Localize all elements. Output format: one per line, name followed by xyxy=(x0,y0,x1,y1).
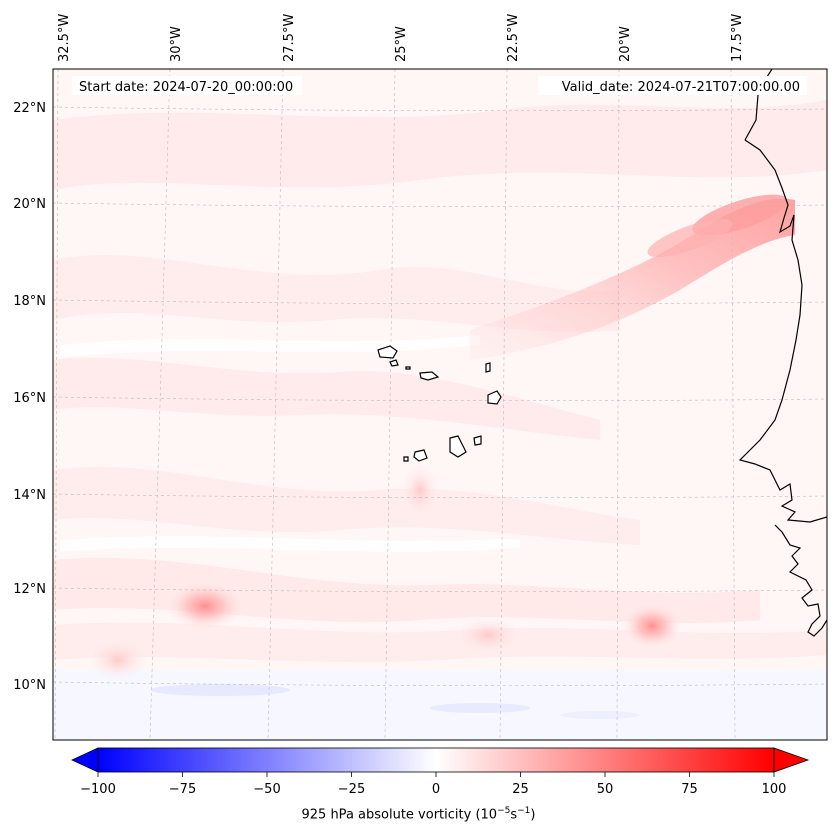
lat-label: 18°N xyxy=(13,294,46,309)
lon-label: 17.5°W xyxy=(730,14,745,62)
colorbar-tick-label: 25 xyxy=(512,782,529,797)
latitude-labels: 22°N 20°N 18°N 16°N 14°N 12°N 10°N xyxy=(13,101,46,693)
colorbar-tick-label: 0 xyxy=(432,782,440,797)
start-date-text: Start date: 2024-07-20_00:00:00 xyxy=(79,80,293,95)
lat-label: 12°N xyxy=(13,582,46,597)
vorticity-field xyxy=(53,69,827,740)
lat-label: 22°N xyxy=(13,101,46,116)
colorbar-tick-label: 50 xyxy=(597,782,614,797)
longitude-labels: 32.5°W 30°W 27.5°W 25°W 22.5°W 20°W 17.5… xyxy=(57,14,745,62)
lon-label: 30°W xyxy=(169,26,184,62)
graticule xyxy=(53,69,827,740)
colorbar-tick-label: −100 xyxy=(80,782,116,797)
lon-label: 25°W xyxy=(394,26,409,62)
lat-label: 16°N xyxy=(13,391,46,406)
colorbar-tick-label: −50 xyxy=(253,782,280,797)
colorbar-label: 925 hPa absolute vorticity (10−5s−1) xyxy=(301,806,536,823)
lat-label: 10°N xyxy=(13,678,46,693)
valid-date-text: Valid_date: 2024-07-21T07:00:00.00 xyxy=(562,80,800,95)
start-date-box: Start date: 2024-07-20_00:00:00 xyxy=(72,76,302,95)
colorbar-tick-label: 100 xyxy=(762,782,787,797)
lon-label: 32.5°W xyxy=(57,14,72,62)
lon-label: 27.5°W xyxy=(282,14,297,62)
valid-date-box: Valid_date: 2024-07-21T07:00:00.00 xyxy=(538,76,807,95)
colorbar: −100 −75 −50 −25 0 25 50 75 100 xyxy=(71,747,810,797)
cape-verde-islands xyxy=(377,345,502,462)
map-frame xyxy=(52,68,828,741)
colorbar-tick-label: 75 xyxy=(681,782,698,797)
colorbar-tick-label: −25 xyxy=(338,782,365,797)
lon-label: 22.5°W xyxy=(506,14,521,62)
lat-label: 20°N xyxy=(13,197,46,212)
lat-label: 14°N xyxy=(13,488,46,503)
colorbar-tick-label: −75 xyxy=(169,782,196,797)
lon-label: 20°W xyxy=(618,26,633,62)
